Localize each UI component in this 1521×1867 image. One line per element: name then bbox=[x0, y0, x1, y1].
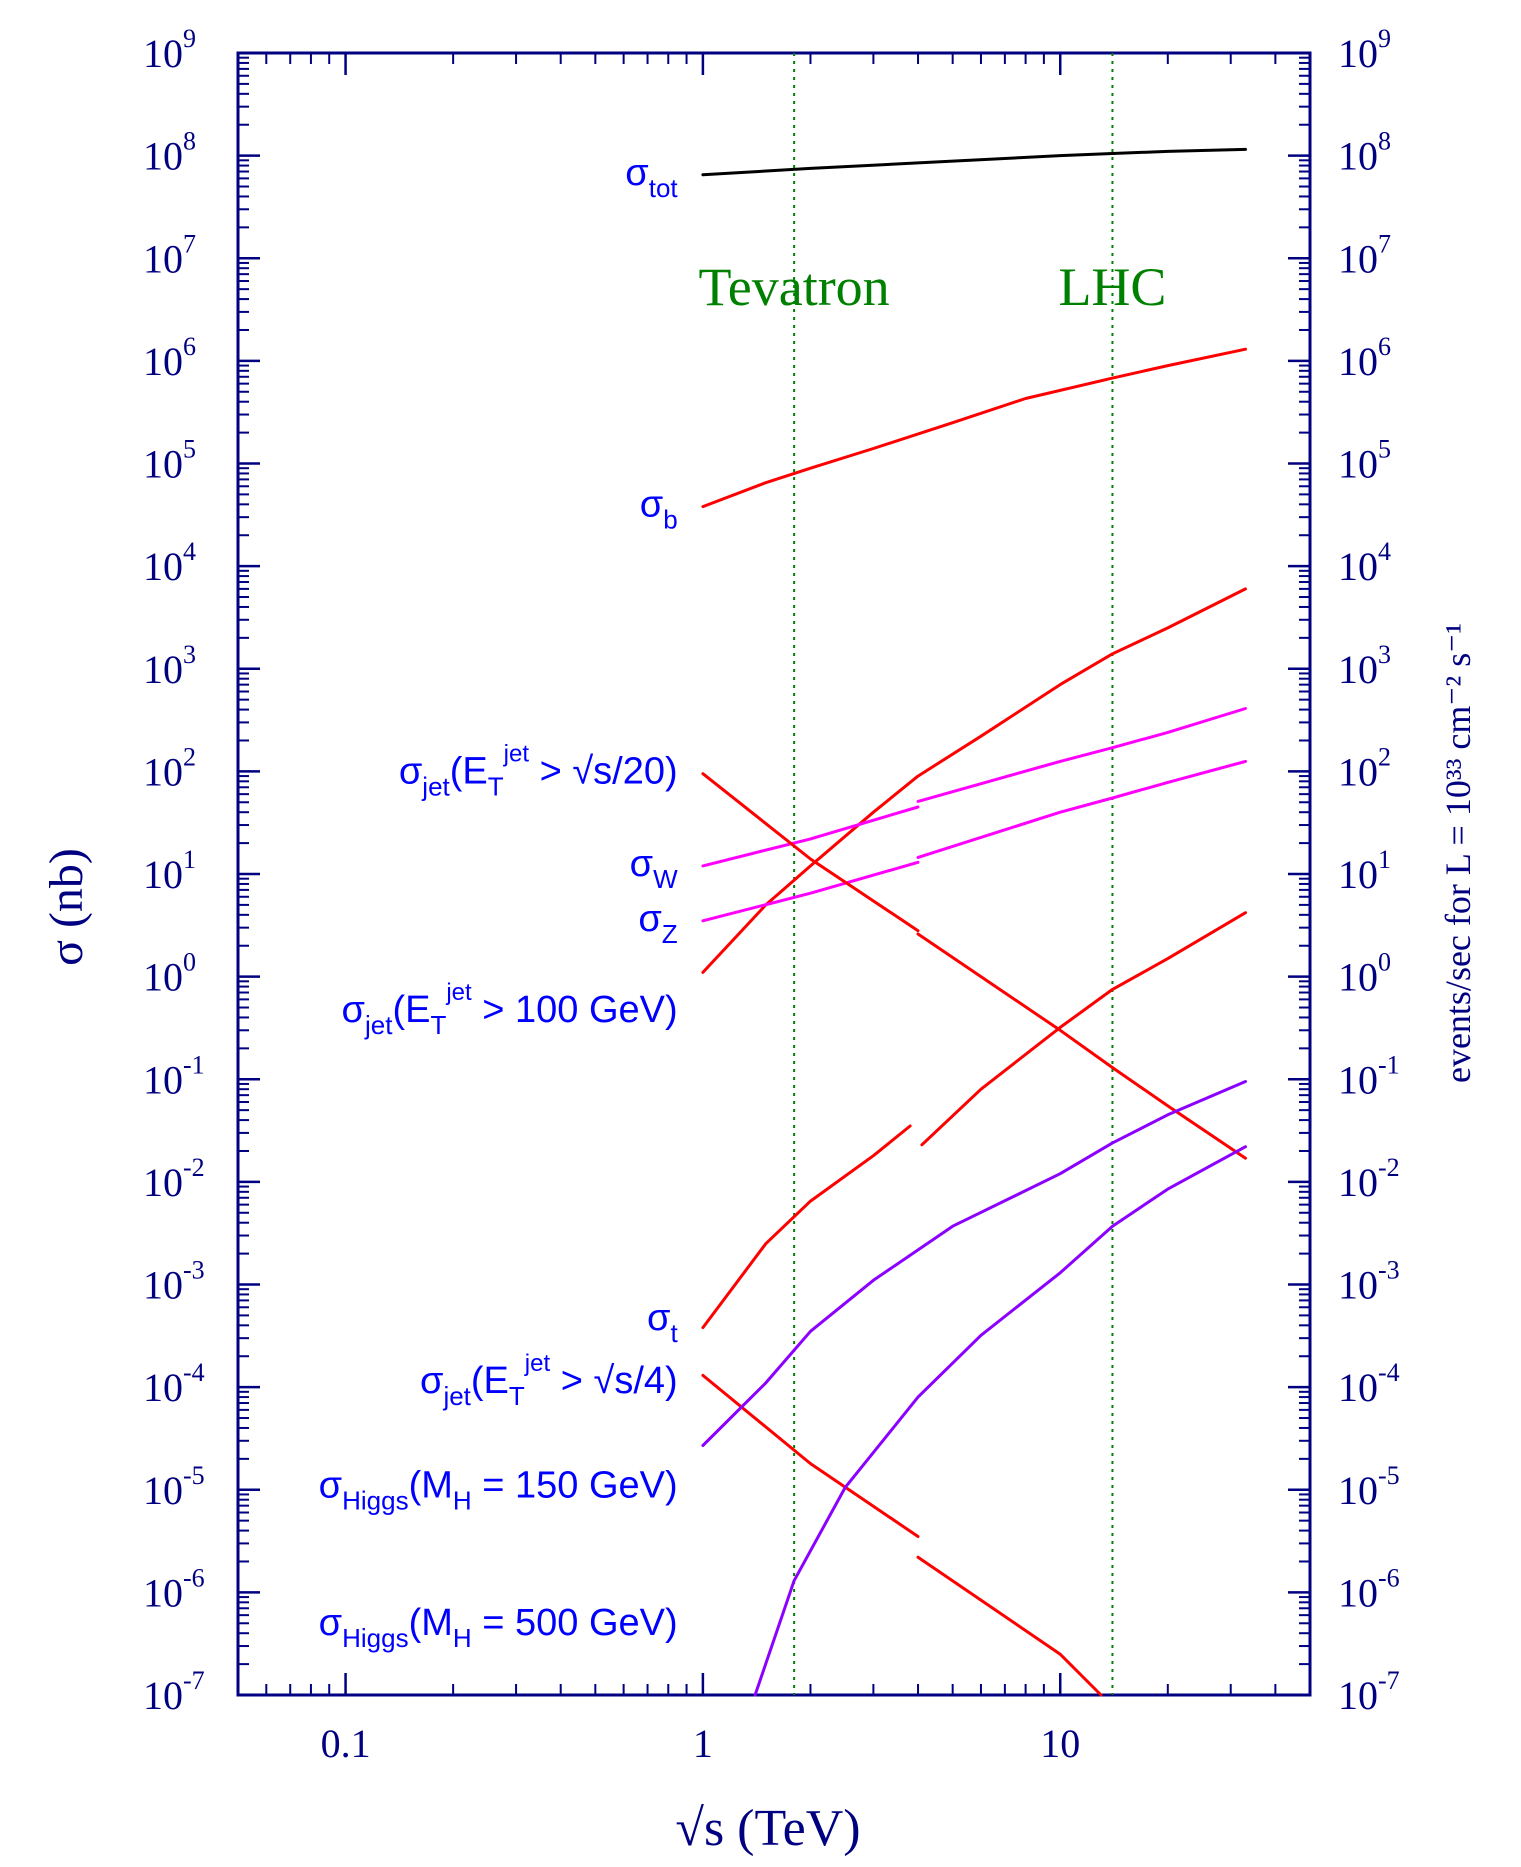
y-tick-label-right: 104 bbox=[1338, 537, 1391, 589]
series-line bbox=[701, 772, 920, 933]
y-tick-label-right: 103 bbox=[1338, 640, 1391, 692]
sigma-jet-20-label: σjet(ETjet > √s/20) bbox=[399, 741, 678, 802]
y-tick-label-left: 102 bbox=[143, 742, 196, 794]
series-line bbox=[701, 147, 1247, 177]
y-tick-label-left: 10-4 bbox=[143, 1358, 205, 1410]
cross-section-curves bbox=[701, 147, 1247, 1697]
y-tick-label-right: 105 bbox=[1338, 435, 1391, 487]
x-tick-label: 10 bbox=[1040, 1721, 1080, 1766]
x-tick-label: 1 bbox=[693, 1721, 713, 1766]
series-line bbox=[916, 1555, 1103, 1697]
y-tick-label-right: 10-7 bbox=[1338, 1666, 1400, 1718]
y-tick-label-left: 109 bbox=[143, 24, 196, 76]
sigma-w-label: σW bbox=[630, 843, 678, 894]
series-line bbox=[701, 1124, 912, 1330]
series-line bbox=[701, 1080, 1247, 1447]
axis-ticks: 0.1 1 10 109 109 108 108 107 107 106 106 105 105 104 1… bbox=[143, 24, 1400, 1766]
y-tick-label-right: 10-1 bbox=[1338, 1050, 1400, 1102]
y-tick-label-right: 10-5 bbox=[1338, 1461, 1400, 1513]
y-tick-label-left: 104 bbox=[143, 537, 196, 589]
y-tick-label-right: 107 bbox=[1338, 229, 1391, 281]
y-tick-label-left: 105 bbox=[143, 435, 196, 487]
y-tick-label-left: 106 bbox=[143, 332, 196, 384]
y-tick-label-right: 106 bbox=[1338, 332, 1391, 384]
y-tick-label-right: 10-2 bbox=[1338, 1153, 1400, 1205]
y-tick-label-left: 10-2 bbox=[143, 1153, 205, 1205]
y-axis-title-right: events/sec for L = 10³³ cm⁻² s⁻¹ bbox=[1438, 623, 1478, 1083]
sigma-higgs-150-label: σHiggs(MH = 150 GeV) bbox=[319, 1465, 678, 1516]
sigma-jet-100-label: σjet(ETjet > 100 GeV) bbox=[342, 979, 678, 1040]
series-line bbox=[701, 587, 1247, 974]
y-tick-label-right: 10-6 bbox=[1338, 1563, 1400, 1615]
collider-label: Tevatron bbox=[699, 257, 890, 317]
collider-label: LHC bbox=[1058, 257, 1166, 317]
sigma-z-label: σZ bbox=[638, 898, 677, 949]
x-axis-title: √s (TeV) bbox=[675, 1800, 860, 1857]
sigma-b-label: σb bbox=[640, 484, 678, 535]
series-line bbox=[916, 932, 1247, 1160]
sigma-jet-4-label: σjet(ETjet > √s/4) bbox=[420, 1350, 678, 1411]
y-tick-label-left: 108 bbox=[143, 127, 196, 179]
y-tick-label-left: 10-3 bbox=[143, 1256, 205, 1308]
sigma-t-label: σt bbox=[647, 1297, 678, 1348]
y-tick-label-left: 10-7 bbox=[143, 1666, 205, 1718]
y-tick-label-right: 101 bbox=[1338, 845, 1391, 897]
y-tick-label-right: 10-4 bbox=[1338, 1358, 1400, 1410]
sigma-tot-label: σtot bbox=[625, 152, 678, 203]
y-tick-label-left: 103 bbox=[143, 640, 196, 692]
series-line bbox=[916, 707, 1247, 803]
series-line bbox=[916, 759, 1247, 859]
y-tick-label-left: 10-5 bbox=[143, 1461, 205, 1513]
y-tick-label-left: 107 bbox=[143, 229, 196, 281]
y-axis-title-left: σ (nb) bbox=[40, 848, 93, 966]
y-tick-label-right: 109 bbox=[1338, 24, 1391, 76]
y-tick-label-right: 100 bbox=[1338, 948, 1391, 1000]
y-tick-label-right: 108 bbox=[1338, 127, 1391, 179]
series-line bbox=[753, 1145, 1247, 1697]
x-tick-label: 0.1 bbox=[321, 1721, 371, 1766]
y-tick-label-left: 10-6 bbox=[143, 1563, 205, 1615]
series-line bbox=[701, 805, 920, 868]
y-tick-label-left: 100 bbox=[143, 948, 196, 1000]
sigma-higgs-500-label: σHiggs(MH = 500 GeV) bbox=[319, 1602, 678, 1653]
series-line bbox=[701, 860, 920, 923]
series-line bbox=[701, 1373, 920, 1538]
collider-markers: Tevatron LHC bbox=[699, 53, 1166, 1695]
y-tick-label-right: 10-3 bbox=[1338, 1256, 1400, 1308]
y-tick-label-left: 10-1 bbox=[143, 1050, 205, 1102]
series-line bbox=[920, 911, 1247, 1147]
y-tick-label-left: 101 bbox=[143, 845, 196, 897]
series-line bbox=[701, 347, 1247, 509]
y-tick-label-right: 102 bbox=[1338, 742, 1391, 794]
axis-titles: √s (TeV) σ (nb) events/sec for L = 10³³ … bbox=[40, 623, 1478, 1857]
